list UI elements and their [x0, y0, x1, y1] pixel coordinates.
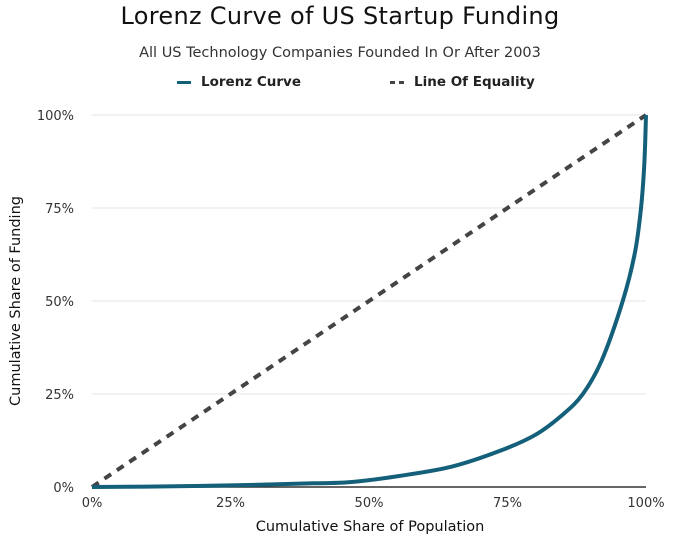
chart-subtitle: All US Technology Companies Founded In O… [139, 45, 541, 61]
y-tick-labels: 0% 25% 50% 75% 100% [37, 109, 74, 496]
y-tick-label: 100% [37, 109, 74, 124]
y-tick-label: 25% [45, 388, 74, 403]
x-tick-label: 75% [493, 496, 522, 511]
grid-lines [92, 114, 646, 395]
y-tick-label: 50% [45, 295, 74, 310]
x-tick-labels: 0% 25% 50% 75% 100% [82, 496, 665, 511]
legend-label-equality: Line Of Equality [414, 74, 535, 90]
y-tick-label: 0% [53, 481, 74, 496]
x-tick-label: 0% [82, 496, 103, 511]
x-tick-label: 50% [355, 496, 384, 511]
legend-label-lorenz: Lorenz Curve [201, 74, 301, 90]
x-axis-label: Cumulative Share of Population [255, 519, 485, 535]
y-axis-label: Cumulative Share of Funding [8, 196, 24, 406]
legend-swatch-lorenz [177, 80, 191, 84]
y-tick-label: 75% [45, 202, 74, 217]
legend: Lorenz Curve Line Of Equality [0, 74, 680, 94]
lorenz-curve [91, 114, 648, 489]
line-of-equality [90, 113, 648, 489]
legend-item-equality: Line Of Equality [390, 74, 535, 90]
legend-swatch-equality [390, 80, 404, 84]
x-tick-label: 100% [627, 496, 664, 511]
x-tick-label: 25% [216, 496, 245, 511]
chart-title: Lorenz Curve of US Startup Funding [120, 2, 560, 30]
legend-item-lorenz: Lorenz Curve [177, 74, 301, 90]
series-group [90, 113, 648, 489]
